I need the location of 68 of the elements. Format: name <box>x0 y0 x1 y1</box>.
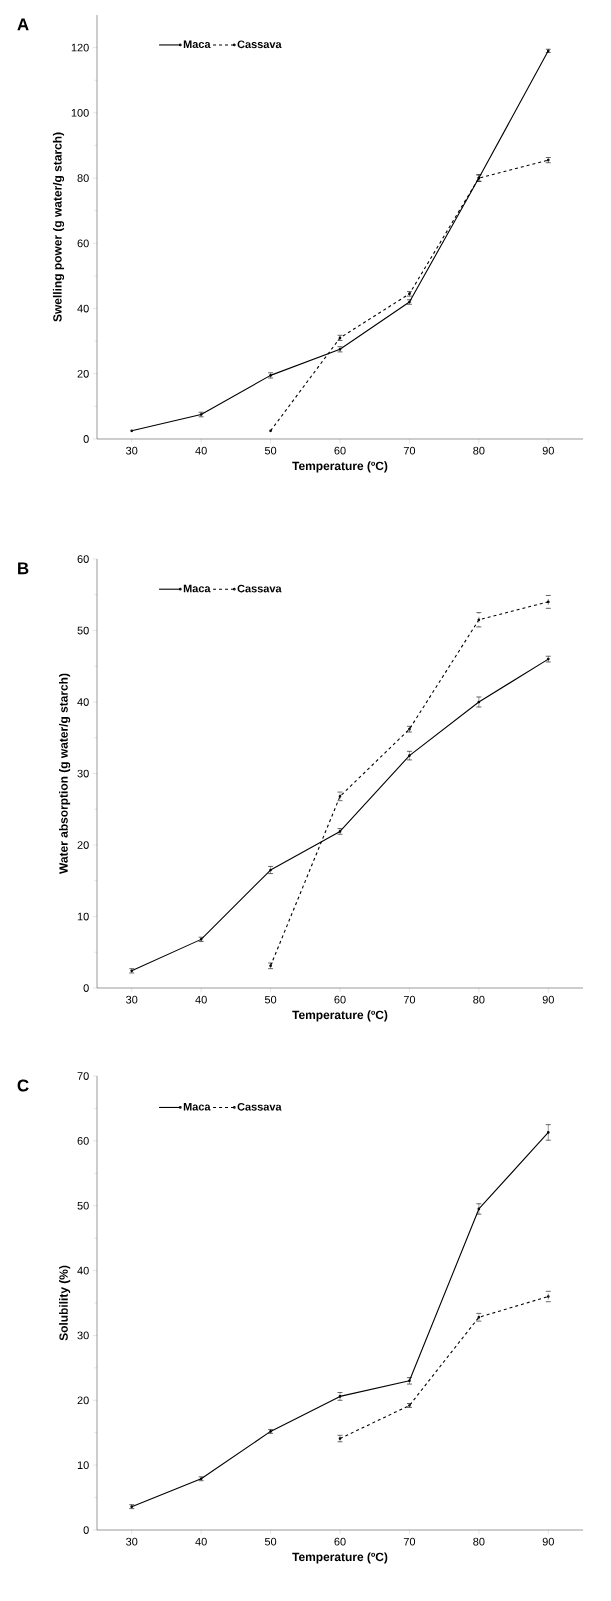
point <box>546 600 550 604</box>
legend-label: Cassava <box>237 40 282 49</box>
point <box>269 429 272 433</box>
y-axis-title: Solubility (%) <box>59 1265 71 1341</box>
legend-label: Maca <box>183 1102 211 1111</box>
y-tick-label: 80 <box>77 174 89 182</box>
point <box>338 1395 342 1398</box>
y-tick-label: 30 <box>77 769 89 778</box>
x-axis-title: Temperature (ºC) <box>292 1010 388 1022</box>
point <box>408 754 411 757</box>
x-tick-label: 50 <box>264 995 277 1004</box>
x-tick-label: 80 <box>473 995 485 1004</box>
y-tick-label: 60 <box>77 239 89 248</box>
x-tick-label: 50 <box>264 446 277 455</box>
x-tick-label: 80 <box>473 446 485 455</box>
y-tick-label: 10 <box>77 912 89 921</box>
y-tick-label: 60 <box>77 1136 89 1145</box>
text: B <box>18 562 29 575</box>
y-tick-label: 50 <box>77 626 89 635</box>
point <box>546 1131 550 1134</box>
y-tick-label: 20 <box>77 841 89 849</box>
legend-label: Maca <box>183 40 211 49</box>
y-tick-label: 20 <box>77 1396 89 1405</box>
y-tick-label: 20 <box>77 369 89 378</box>
y-tick-label: 0 <box>83 435 89 443</box>
x-axis-title: Temperature (ºC) <box>292 461 388 473</box>
x-tick-label: 70 <box>403 446 416 455</box>
x-tick-label: 40 <box>195 1537 207 1546</box>
y-tick-label: 40 <box>77 304 89 313</box>
y-tick-label: 100 <box>71 108 89 117</box>
text: C <box>17 1079 29 1092</box>
y-tick-label: 40 <box>77 1266 89 1275</box>
x-tick-label: 40 <box>195 995 207 1004</box>
point <box>130 429 134 433</box>
y-tick-label: 30 <box>77 1331 89 1340</box>
x-tick-label: 70 <box>403 995 416 1004</box>
text: A <box>17 18 29 31</box>
y-tick-label: 50 <box>77 1201 89 1210</box>
x-tick-label: 40 <box>195 446 207 455</box>
x-tick-label: 90 <box>542 1537 554 1546</box>
x-tick-label: 60 <box>334 446 346 455</box>
point <box>477 1315 481 1319</box>
y-tick-label: 40 <box>77 698 89 706</box>
x-tick-label: 30 <box>126 446 138 455</box>
x-tick-label: 30 <box>126 995 138 1004</box>
y-tick-label: 70 <box>77 1072 89 1080</box>
point <box>338 795 342 798</box>
y-axis-title: Swelling power (g water/g starch) <box>52 132 65 322</box>
point <box>477 618 481 622</box>
x-tick-label: 90 <box>542 995 554 1004</box>
x-tick-label: 30 <box>126 1537 138 1546</box>
y-tick-label: 10 <box>77 1461 89 1470</box>
x-tick-label: 50 <box>264 1537 277 1546</box>
point <box>546 1295 550 1298</box>
x-axis-title: Temperature (ºC) <box>292 1552 388 1564</box>
x-tick-label: 70 <box>403 1537 416 1546</box>
y-tick-label: 0 <box>83 1526 89 1534</box>
x-tick-label: 90 <box>542 446 554 455</box>
y-axis-title: Water absorption (g water/g starch) <box>59 673 71 874</box>
x-tick-label: 80 <box>473 1537 485 1546</box>
legend-label: Maca <box>183 584 211 593</box>
y-tick-label: 120 <box>71 43 89 52</box>
x-tick-label: 60 <box>334 995 346 1004</box>
y-tick-label: 0 <box>83 984 89 992</box>
legend-label: Cassava <box>237 1102 282 1111</box>
x-tick-label: 60 <box>334 1537 346 1546</box>
legend-label: Cassava <box>237 584 282 593</box>
y-tick-label: 60 <box>77 555 89 563</box>
